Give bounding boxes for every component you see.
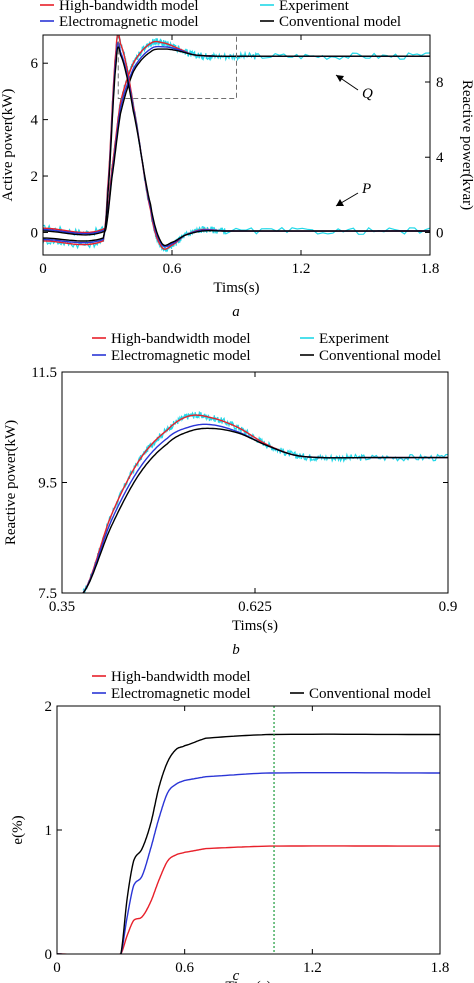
legend-label-conventional-model: Conventional model	[319, 348, 441, 364]
x-tick-label: 0	[39, 261, 47, 277]
legend-label-electromagnetic-model: Electromagnetic model	[111, 348, 251, 364]
series-conventional-model	[57, 733, 440, 954]
y2-axis-label: Reactive power(kvar)	[459, 80, 474, 210]
legend-label-electromagnetic-model: Electromagnetic model	[59, 14, 199, 30]
legend-label-high-bandwidth-model: High-bandwidth model	[59, 0, 199, 14]
x-tick-label: 1.8	[431, 960, 450, 976]
x-tick-label: 1.2	[303, 960, 322, 976]
panel-caption: a	[232, 304, 240, 320]
series-high-bandwidth-model-p	[43, 35, 430, 250]
legend-label-experiment: Experiment	[319, 331, 390, 347]
y-tick-label: 2	[31, 169, 39, 185]
annotation-label-q: Q	[362, 86, 373, 102]
annotation-label-p: P	[361, 181, 371, 197]
plot-frame	[56, 705, 441, 955]
panel-caption: c	[233, 968, 240, 983]
annotation-arrowhead-p	[336, 199, 344, 206]
series-electromagnetic-model-q	[43, 45, 430, 235]
legend: High-bandwidth model Experiment Electromag…	[40, 0, 401, 30]
x-tick-label: 0.35	[49, 599, 75, 615]
legend-label-experiment: Experiment	[279, 0, 350, 14]
legend-label-high-bandwidth-model: High-bandwidth model	[111, 669, 251, 685]
annotation-arrowhead-q	[336, 75, 344, 82]
x-tick-label: 0.6	[163, 261, 182, 277]
y-tick-label: 0	[31, 225, 39, 241]
annotations: QP	[335, 74, 373, 207]
legend-label-high-bandwidth-model: High-bandwidth model	[111, 331, 251, 347]
series-group	[82, 410, 448, 593]
legend-label-conventional-model: Conventional model	[309, 686, 431, 702]
plot-frame	[42, 34, 431, 256]
y-tick-label: 1	[45, 823, 53, 839]
y-tick-label: 2	[45, 699, 53, 715]
series-conventional-model-p	[43, 46, 430, 247]
y-axis-label: e(%)	[10, 815, 26, 844]
chart-b: High-bandwidth model Experiment Electromag…	[3, 331, 457, 658]
chart-a: High-bandwidth model Experiment Electromag…	[0, 0, 474, 320]
y2-tick-label: 8	[436, 75, 444, 91]
x-axis-label: Tims(s)	[213, 280, 259, 296]
series-electromagnetic-model	[82, 423, 448, 593]
series-experiment-q	[43, 38, 430, 237]
y-axis-label: Active power(kW)	[0, 89, 16, 202]
x-tick-label: 0	[53, 960, 61, 976]
y-tick-label: 6	[31, 56, 39, 72]
x-tick-label: 0.6	[175, 960, 194, 976]
plot-frame	[61, 371, 449, 594]
y2-tick-label: 0	[436, 225, 444, 241]
series-conventional-model	[82, 427, 448, 593]
series-high-bandwidth-model	[57, 845, 440, 954]
x-axis-label: Tims(s)	[232, 618, 278, 634]
panel-caption: b	[232, 642, 240, 658]
x-axis-label: Tims(s)	[225, 979, 271, 983]
y-tick-label: 11.5	[31, 365, 57, 381]
y2-tick-label: 4	[436, 150, 444, 166]
x-tick-label: 0.9	[439, 599, 458, 615]
legend-label-electromagnetic-model: Electromagnetic model	[111, 686, 251, 702]
series-experiment	[82, 410, 448, 593]
y-tick-label: 4	[31, 113, 39, 129]
x-tick-label: 1.2	[292, 261, 311, 277]
y-tick-label: 7.5	[38, 586, 57, 602]
y-tick-label: 9.5	[38, 476, 57, 492]
y-axis-label: Reactive power(kW)	[3, 420, 19, 545]
series-group	[57, 733, 440, 954]
y-tick-label: 0	[45, 947, 53, 963]
series-group	[43, 35, 430, 253]
x-tick-label: 0.625	[238, 599, 272, 615]
legend: High-bandwidth model Experiment Electromag…	[92, 331, 441, 364]
x-tick-label: 1.8	[421, 261, 440, 277]
series-high-bandwidth-model	[82, 414, 448, 593]
series-electromagnetic-model	[57, 772, 440, 954]
legend-label-conventional-model: Conventional model	[279, 14, 401, 30]
series-conventional-model-q	[43, 48, 430, 236]
